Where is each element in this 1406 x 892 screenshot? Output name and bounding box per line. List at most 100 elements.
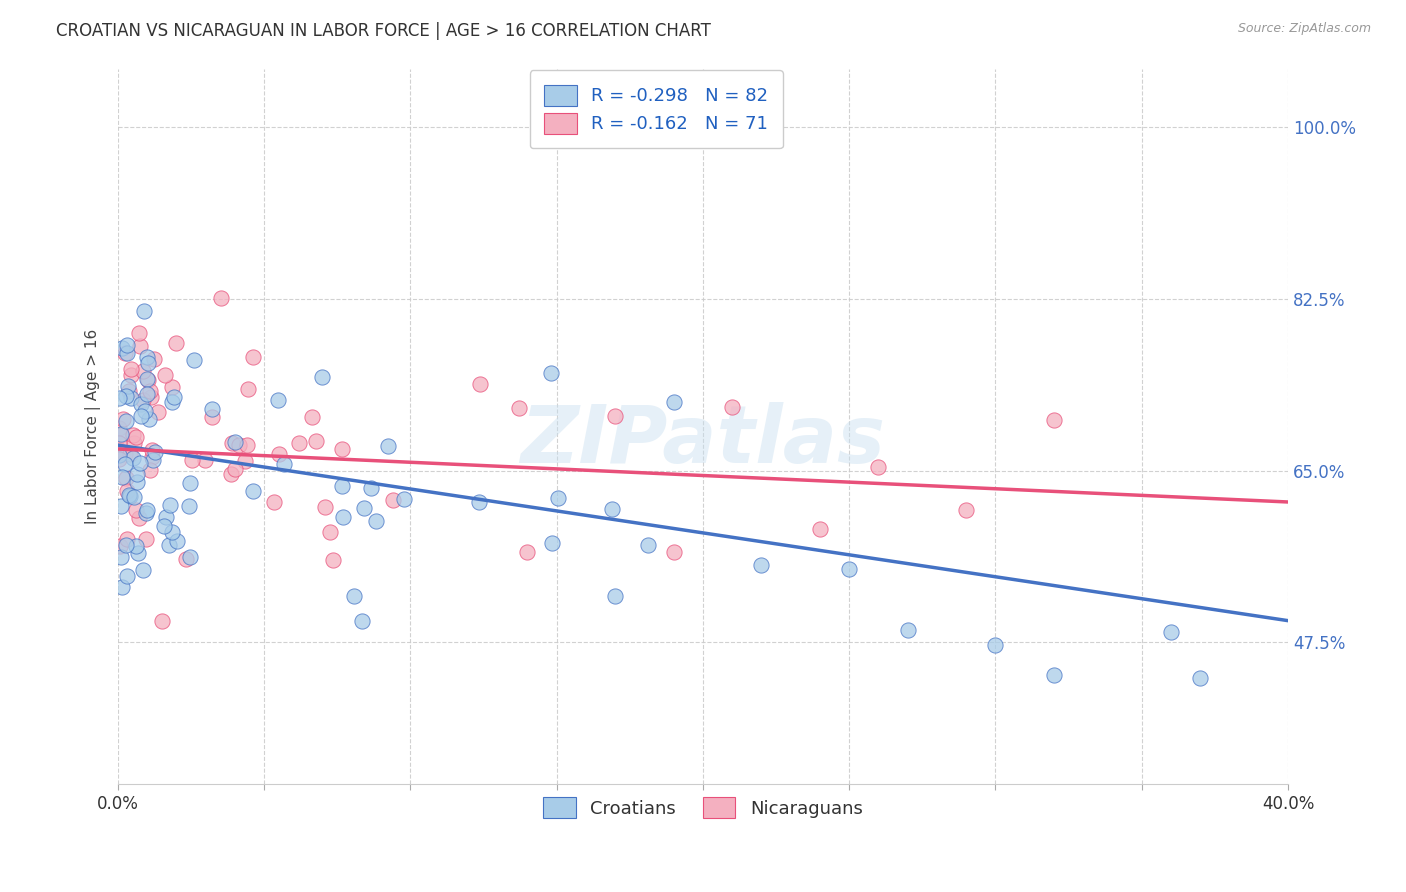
Point (114, 446, 136, 460)
Point (984, 638, 1007, 652)
Point (1189, 671, 1212, 685)
Point (1043, 413, 1066, 427)
Point (128, 510, 150, 524)
Point (267, 393, 290, 408)
Point (108, 539, 131, 553)
Point (751, 558, 773, 573)
Point (129, 409, 152, 423)
Point (143, 352, 166, 367)
Point (221, 435, 243, 450)
Point (468, 377, 491, 392)
Point (267, 447, 290, 461)
Point (134, 304, 156, 318)
Point (135, 506, 157, 520)
Point (128, 456, 150, 470)
Point (662, 544, 685, 558)
Point (132, 564, 155, 578)
Point (508, 401, 530, 415)
Point (108, 448, 131, 462)
Point (364, 514, 387, 528)
Point (136, 373, 159, 387)
Point (868, 460, 890, 475)
Point (236, 382, 259, 396)
Point (120, 368, 142, 383)
Point (143, 444, 166, 458)
Point (117, 379, 139, 393)
Point (174, 552, 197, 566)
Point (120, 391, 142, 405)
Point (160, 395, 183, 409)
Point (115, 346, 138, 360)
Point (263, 495, 285, 509)
Point (124, 430, 146, 444)
Point (301, 409, 323, 424)
Point (224, 435, 246, 450)
Text: CROATIAN VS NICARAGUAN IN LABOR FORCE | AGE > 16 CORRELATION CHART: CROATIAN VS NICARAGUAN IN LABOR FORCE | … (56, 22, 711, 40)
Point (111, 470, 134, 484)
Point (177, 499, 200, 513)
Point (228, 438, 250, 452)
Point (224, 461, 246, 475)
Point (160, 525, 183, 540)
Point (117, 384, 139, 398)
Point (115, 483, 138, 498)
Point (392, 491, 415, 506)
Point (200, 410, 222, 425)
Point (136, 356, 159, 370)
Point (318, 524, 340, 539)
Point (125, 467, 148, 481)
Point (120, 361, 142, 376)
Point (136, 387, 159, 401)
Point (155, 509, 177, 524)
Point (287, 436, 309, 450)
Point (150, 614, 173, 628)
Point (148, 405, 170, 419)
Point (897, 623, 920, 637)
Point (242, 351, 264, 365)
Point (955, 503, 977, 517)
Point (135, 502, 157, 516)
Point (115, 568, 138, 582)
Point (377, 439, 399, 453)
Point (1160, 625, 1182, 640)
Point (183, 352, 205, 367)
Point (127, 475, 149, 489)
Point (332, 479, 354, 493)
Point (107, 391, 129, 405)
Point (108, 452, 131, 467)
Point (314, 500, 336, 514)
Point (122, 427, 145, 442)
Point (219, 467, 242, 482)
Point (135, 351, 157, 365)
Point (605, 409, 627, 423)
Point (125, 539, 148, 553)
Point (153, 519, 176, 533)
Point (181, 452, 204, 467)
Point (134, 403, 156, 417)
Point (516, 545, 538, 559)
Point (135, 532, 157, 546)
Point (382, 492, 405, 507)
Point (108, 436, 131, 450)
Point (838, 562, 860, 576)
Point (540, 366, 562, 380)
Point (637, 539, 659, 553)
Point (194, 453, 217, 467)
Point (111, 580, 134, 594)
Point (129, 397, 152, 411)
Point (273, 457, 295, 471)
Point (132, 393, 155, 408)
Point (1043, 668, 1066, 682)
Point (110, 428, 132, 442)
Text: ZIPatlas: ZIPatlas (520, 401, 886, 480)
Point (122, 490, 145, 504)
Point (467, 494, 489, 508)
Point (114, 458, 136, 472)
Point (135, 372, 157, 386)
Point (350, 614, 373, 628)
Point (132, 363, 155, 377)
Point (108, 421, 131, 435)
Point (541, 536, 564, 550)
Point (322, 553, 344, 567)
Point (200, 401, 222, 416)
